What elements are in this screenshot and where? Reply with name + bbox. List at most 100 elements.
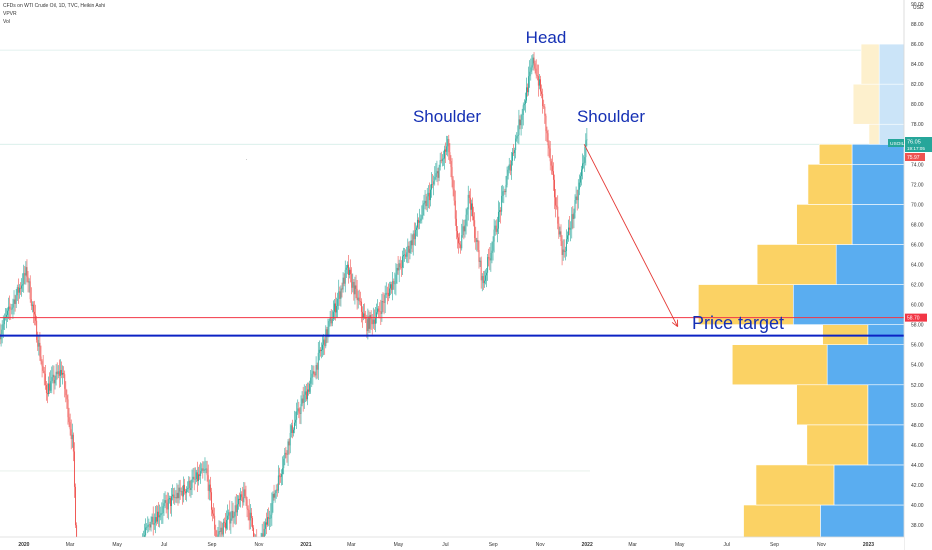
candle-body (503, 190, 505, 192)
candle-body (560, 231, 562, 242)
price-tick-label: 54.00 (911, 363, 924, 369)
candle-body (520, 119, 522, 126)
candle-body (561, 241, 563, 255)
candle-body (222, 521, 224, 535)
candle-body (546, 130, 548, 134)
price-tick-label: 84.00 (911, 62, 924, 68)
candle-body (586, 139, 588, 141)
candle-body (15, 295, 17, 305)
candle-body (73, 451, 75, 487)
candle-body (239, 498, 240, 500)
candle-body (286, 454, 288, 455)
candle-body (489, 258, 491, 261)
price-tick-label: 70.00 (911, 202, 924, 208)
vp-bar-down (755, 464, 835, 506)
candle-body (465, 214, 467, 226)
candle-body (250, 512, 252, 518)
candle-body (508, 164, 510, 170)
candle-body (576, 196, 578, 201)
candle-body (513, 152, 514, 154)
candle-body (24, 273, 26, 276)
annotation-shoulder: Shoulder (577, 107, 645, 126)
vp-bar-down (756, 244, 837, 285)
annotation-shoulder: Shoulder (413, 107, 481, 126)
candle-body (564, 251, 566, 253)
candle-body (483, 280, 485, 284)
candle-body (227, 515, 229, 521)
candle-body (495, 225, 497, 232)
candle-body (330, 317, 332, 324)
candle-body (562, 249, 564, 255)
volume-profile (698, 43, 905, 538)
candle-body (200, 471, 202, 477)
candle-body (435, 173, 437, 178)
candle-body (299, 413, 301, 414)
candle-body (368, 316, 370, 329)
candle-body (240, 494, 242, 500)
candle-body (383, 302, 385, 303)
candle-body (455, 218, 457, 231)
candle-body (426, 196, 428, 207)
candle-body (577, 189, 579, 201)
candle-body (533, 57, 535, 64)
vp-bar-up (851, 143, 905, 165)
candle-body (189, 480, 191, 491)
candle-body (395, 274, 397, 284)
time-tick-label: Sep (207, 542, 216, 548)
candle-body (404, 254, 406, 256)
candle-body (526, 87, 527, 101)
candle-body (57, 371, 59, 375)
vp-bar-up (867, 324, 905, 345)
candle-body (570, 228, 572, 230)
candle-body (177, 492, 179, 499)
candle-body (9, 306, 11, 310)
candle-body (262, 533, 264, 537)
candle-body (72, 434, 74, 452)
candle-body (472, 203, 473, 217)
price-tick-label: 42.00 (911, 483, 924, 489)
vp-bar-up (867, 384, 905, 426)
candle-body (518, 119, 520, 136)
indicator-vpvr-label[interactable]: VPVR (3, 11, 17, 17)
candle-body (542, 94, 544, 107)
candle-body (475, 238, 477, 242)
time-tick-label: May (112, 542, 122, 548)
candle-body (557, 206, 559, 224)
candle-body (324, 339, 326, 347)
price-tick-label: 64.00 (911, 263, 924, 269)
candle-body (519, 119, 521, 126)
candle-body (329, 317, 331, 322)
candle-body (76, 525, 78, 537)
candle-body (148, 524, 150, 526)
candle-body (403, 254, 404, 257)
candle-body (448, 138, 450, 153)
candle-body (482, 276, 484, 284)
projection-arrow-head (671, 319, 679, 328)
candle-body (281, 474, 283, 477)
candle-body (394, 283, 396, 285)
time-axis-bg (0, 537, 904, 550)
candle-body (301, 398, 303, 405)
price-tick-label: 66.00 (911, 242, 924, 248)
candle-body (321, 349, 322, 352)
candle-body (335, 303, 336, 313)
candle-body (214, 515, 216, 530)
candle-body (581, 169, 582, 177)
candle-body (179, 487, 181, 492)
candle-body (359, 301, 361, 302)
candle-body (242, 497, 244, 503)
vp-bar-up (851, 164, 905, 205)
prev-price-value: 75.97 (907, 155, 920, 161)
candle-body (354, 285, 356, 295)
vp-bar-down (822, 324, 869, 345)
indicator-volume-label[interactable]: Vol (3, 19, 10, 25)
candle-body (524, 100, 526, 104)
vp-bar-down (806, 424, 869, 466)
candle-body (271, 503, 273, 515)
candle-body (244, 489, 246, 496)
candle-body (318, 349, 320, 353)
candle-body (471, 203, 472, 210)
candle-body (264, 522, 266, 529)
candle-body (8, 306, 10, 311)
